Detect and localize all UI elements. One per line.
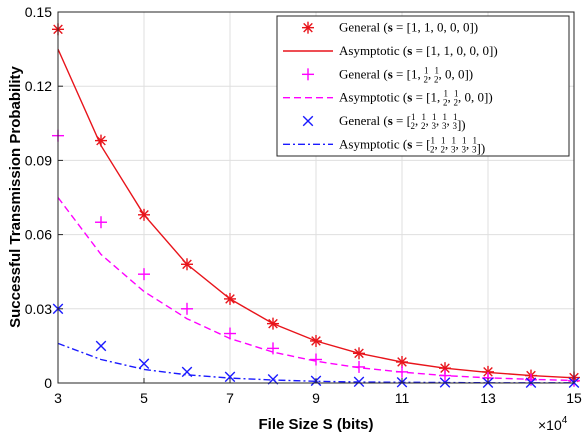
legend-entry-3: Asymptotic (s = [1, 1 2, 1 2, 0, 0]) [283,89,493,108]
y-tick-label: 0.06 [25,227,52,243]
y-tick-label: 0.15 [25,4,52,20]
legend-label: Asymptotic (s = [1, 1 2, 1 2, 0, 0]) [339,89,493,108]
y-axis-label: Successful Transmission Probability [7,65,24,327]
legend-box [276,15,570,157]
plus-marker [181,302,193,315]
x-tick-label: 5 [140,390,148,406]
y-tick-label: 0.12 [25,78,52,94]
plus-marker [95,216,107,229]
x-tick-label: 15 [566,390,582,406]
series-line [57,197,575,382]
series-5 [57,342,574,384]
series-3 [57,197,575,382]
y-tick-label: 0.09 [25,152,52,168]
x-marker [224,371,236,383]
x-marker [95,340,107,352]
x-multiplier-exp: 4 [562,415,568,426]
legend-label: General (s = [1 2, 1 2, 1 3, 1 3, 1 3]) [339,112,466,132]
legend-label: General (s = [1, 1 2, 1 2, 0, 0]) [339,65,473,84]
asterisk-marker [302,21,314,34]
x-marker [267,373,279,385]
x-multiplier-base: ×10 [538,417,562,433]
legend-entry-5: Asymptotic (s = [1 2, 1 2, 1 3, 1 3, 1 3]) [283,135,485,155]
x-axis-label: File Size S (bits) [258,416,373,433]
x-tick-label: 11 [395,390,410,406]
legend-entry-4: General (s = [1 2, 1 2, 1 3, 1 3, 1 3]) [302,112,466,132]
x-marker [138,358,150,370]
legend-entry-0: General (s = [1, 1, 0, 0, 0]) [302,20,478,35]
x-tick-label: 9 [312,390,320,406]
legend-entry-2: General (s = [1, 1 2, 1 2, 0, 0]) [302,65,473,84]
x-tick-label: 7 [226,390,234,406]
legend-label: Asymptotic (s = [1, 1, 0, 0, 0]) [339,43,498,58]
series-line [57,342,574,384]
plus-marker [224,327,236,340]
y-tick-label: 0 [44,375,52,391]
legend-label: General (s = [1, 1, 0, 0, 0]) [339,20,478,35]
series-layer [52,23,580,389]
plus-marker [302,68,314,81]
plus-marker [267,342,279,355]
legend: General (s = [1, 1, 0, 0, 0]) Asymptotic … [276,15,570,157]
legend-entry-1: Asymptotic (s = [1, 1, 0, 0, 0]) [283,43,498,58]
legend-label: Asymptotic (s = [1 2, 1 2, 1 3, 1 3, 1 3]) [339,135,485,155]
plus-marker [310,353,322,366]
x-marker [302,115,314,127]
x-tick-label: 13 [480,390,496,406]
x-tick-label: 3 [54,390,62,406]
plus-marker [138,268,150,281]
ticks: 3 5 7 9 11 13 15 0 0.03 0.06 0.09 0.12 0.15 [25,4,582,406]
x-multiplier: ×104 [538,415,568,433]
y-tick-label: 0.03 [25,301,52,317]
